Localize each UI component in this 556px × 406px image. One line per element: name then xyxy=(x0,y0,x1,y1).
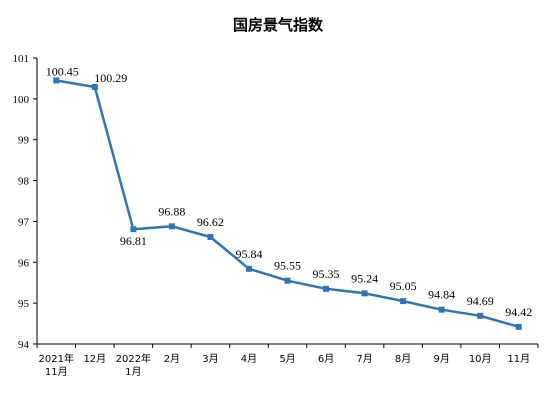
x-tick-label: 7月 xyxy=(356,353,372,365)
data-point xyxy=(361,290,368,297)
data-label: 94.84 xyxy=(428,288,455,302)
data-point xyxy=(515,323,522,330)
data-point xyxy=(323,285,330,292)
x-tick-label: 3月 xyxy=(202,353,218,365)
data-point xyxy=(91,84,98,91)
x-tick-label: 6月 xyxy=(318,353,334,365)
y-tick-label: 98 xyxy=(18,176,30,188)
y-tick-label: 101 xyxy=(13,53,30,65)
y-tick-label: 96 xyxy=(18,257,30,269)
data-label: 95.84 xyxy=(235,247,262,261)
x-tick-label: 1月 xyxy=(125,366,141,378)
data-label: 100.29 xyxy=(94,71,127,85)
x-tick-label: 5月 xyxy=(279,353,295,365)
data-point xyxy=(284,277,291,284)
x-tick-label: 11月 xyxy=(507,353,530,365)
data-label: 96.62 xyxy=(197,215,224,229)
data-point xyxy=(400,298,407,305)
data-label: 96.88 xyxy=(158,204,185,218)
x-tick-label: 2021年 xyxy=(39,352,74,365)
x-tick-label: 9月 xyxy=(433,353,449,365)
data-label: 96.81 xyxy=(120,234,147,248)
data-label: 95.35 xyxy=(313,267,340,281)
y-tick-label: 94 xyxy=(18,339,30,351)
data-point xyxy=(438,306,445,313)
chart-title: 国房景气指数 xyxy=(232,16,323,34)
data-point xyxy=(168,223,175,230)
data-label: 94.42 xyxy=(505,305,532,319)
data-point xyxy=(53,77,60,84)
x-tick-label: 11月 xyxy=(45,366,68,378)
x-tick-label: 10月 xyxy=(469,353,492,365)
data-label: 95.05 xyxy=(390,279,417,293)
data-point xyxy=(130,226,137,233)
y-tick-label: 95 xyxy=(18,298,30,310)
y-tick-label: 100 xyxy=(13,94,30,106)
x-tick-label: 8月 xyxy=(395,353,411,365)
data-point xyxy=(245,265,252,272)
data-label: 95.55 xyxy=(274,259,301,273)
data-label: 94.69 xyxy=(467,294,494,308)
x-tick-label: 12月 xyxy=(83,353,106,365)
x-tick-label: 2月 xyxy=(164,353,180,365)
x-tick-label: 4月 xyxy=(241,353,257,365)
x-tick-label: 2022年 xyxy=(116,352,151,365)
y-tick-label: 99 xyxy=(18,135,30,147)
data-label: 95.24 xyxy=(351,271,378,285)
data-point xyxy=(207,233,214,240)
data-point xyxy=(477,312,484,319)
y-tick-label: 97 xyxy=(18,216,30,228)
data-label: 100.45 xyxy=(46,64,79,78)
